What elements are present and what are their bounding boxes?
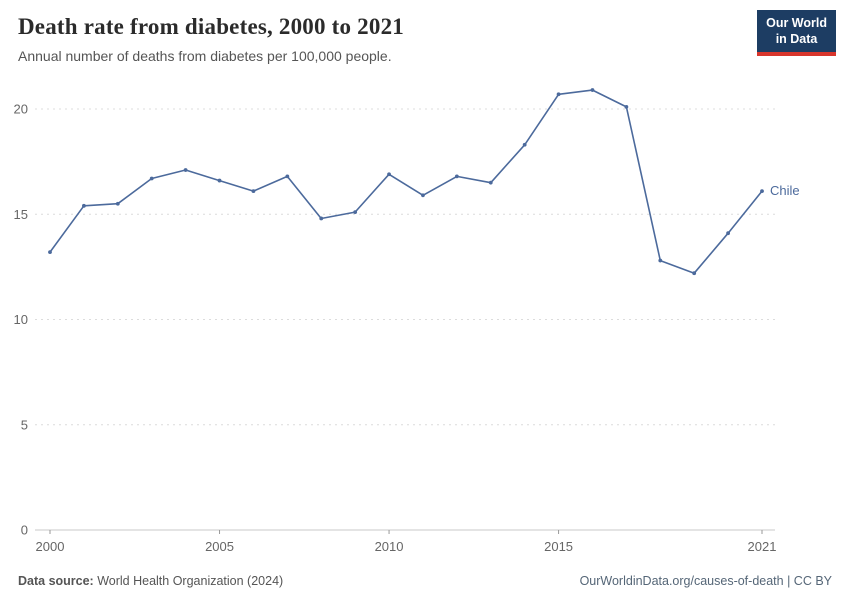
x-tick-label: 2000 bbox=[36, 539, 65, 554]
data-point[interactable] bbox=[48, 250, 52, 255]
data-point[interactable] bbox=[760, 189, 764, 193]
data-point[interactable] bbox=[353, 210, 358, 215]
data-point[interactable] bbox=[624, 104, 629, 109]
x-tick-label: 2010 bbox=[375, 539, 404, 554]
owid-logo[interactable]: Our World in Data bbox=[757, 10, 836, 57]
owid-logo-line1: Our World bbox=[766, 16, 827, 30]
data-point[interactable] bbox=[319, 216, 324, 221]
data-point[interactable] bbox=[251, 189, 256, 193]
y-tick-label: 15 bbox=[14, 207, 28, 222]
data-point[interactable] bbox=[183, 168, 188, 172]
data-point[interactable] bbox=[217, 178, 222, 183]
line-chart: 0 5 10 15 20 2000 2005 2010 2015 2021 Chile bbox=[14, 88, 800, 554]
y-tick-label: 20 bbox=[14, 102, 28, 117]
data-point[interactable] bbox=[285, 174, 290, 179]
chart-footer: Data source: World Health Organization (… bbox=[18, 574, 832, 588]
chart-header: Death rate from diabetes, 2000 to 2021 A… bbox=[18, 14, 750, 64]
data-point[interactable] bbox=[658, 258, 663, 263]
chart-area[interactable]: 0 5 10 15 20 2000 2005 2010 2015 2021 Chile bbox=[0, 72, 850, 577]
data-point[interactable] bbox=[454, 174, 459, 179]
data-point[interactable] bbox=[115, 201, 120, 206]
y-tick-label: 5 bbox=[21, 417, 28, 432]
x-tick-label: 2015 bbox=[544, 539, 573, 554]
data-point[interactable] bbox=[387, 172, 391, 177]
chart-subtitle: Annual number of deaths from diabetes pe… bbox=[18, 48, 392, 64]
data-point[interactable] bbox=[556, 92, 561, 97]
data-point[interactable] bbox=[421, 193, 425, 198]
data-point[interactable] bbox=[488, 180, 493, 185]
series-line[interactable] bbox=[49, 89, 763, 274]
x-tick-label: 2021 bbox=[748, 539, 777, 554]
data-source-text: World Health Organization (2024) bbox=[93, 574, 284, 588]
data-point[interactable] bbox=[590, 88, 595, 92]
x-tick-label: 2005 bbox=[205, 539, 234, 554]
series-label[interactable]: Chile bbox=[770, 183, 800, 198]
data-point[interactable] bbox=[149, 176, 154, 181]
data-point[interactable] bbox=[692, 271, 697, 276]
data-point[interactable] bbox=[522, 142, 527, 147]
data-source-label: Data source: bbox=[18, 574, 94, 588]
footer-link[interactable]: OurWorldinData.org/causes-of-death | CC … bbox=[579, 574, 832, 588]
data-point[interactable] bbox=[82, 203, 86, 208]
chart-title: Death rate from diabetes, 2000 to 2021 bbox=[18, 14, 404, 39]
owid-logo-line2: in Data bbox=[775, 31, 818, 46]
y-tick-label: 0 bbox=[21, 523, 28, 538]
data-source: Data source: World Health Organization (… bbox=[18, 574, 283, 588]
data-point[interactable] bbox=[726, 231, 730, 236]
y-tick-label: 10 bbox=[14, 312, 28, 327]
